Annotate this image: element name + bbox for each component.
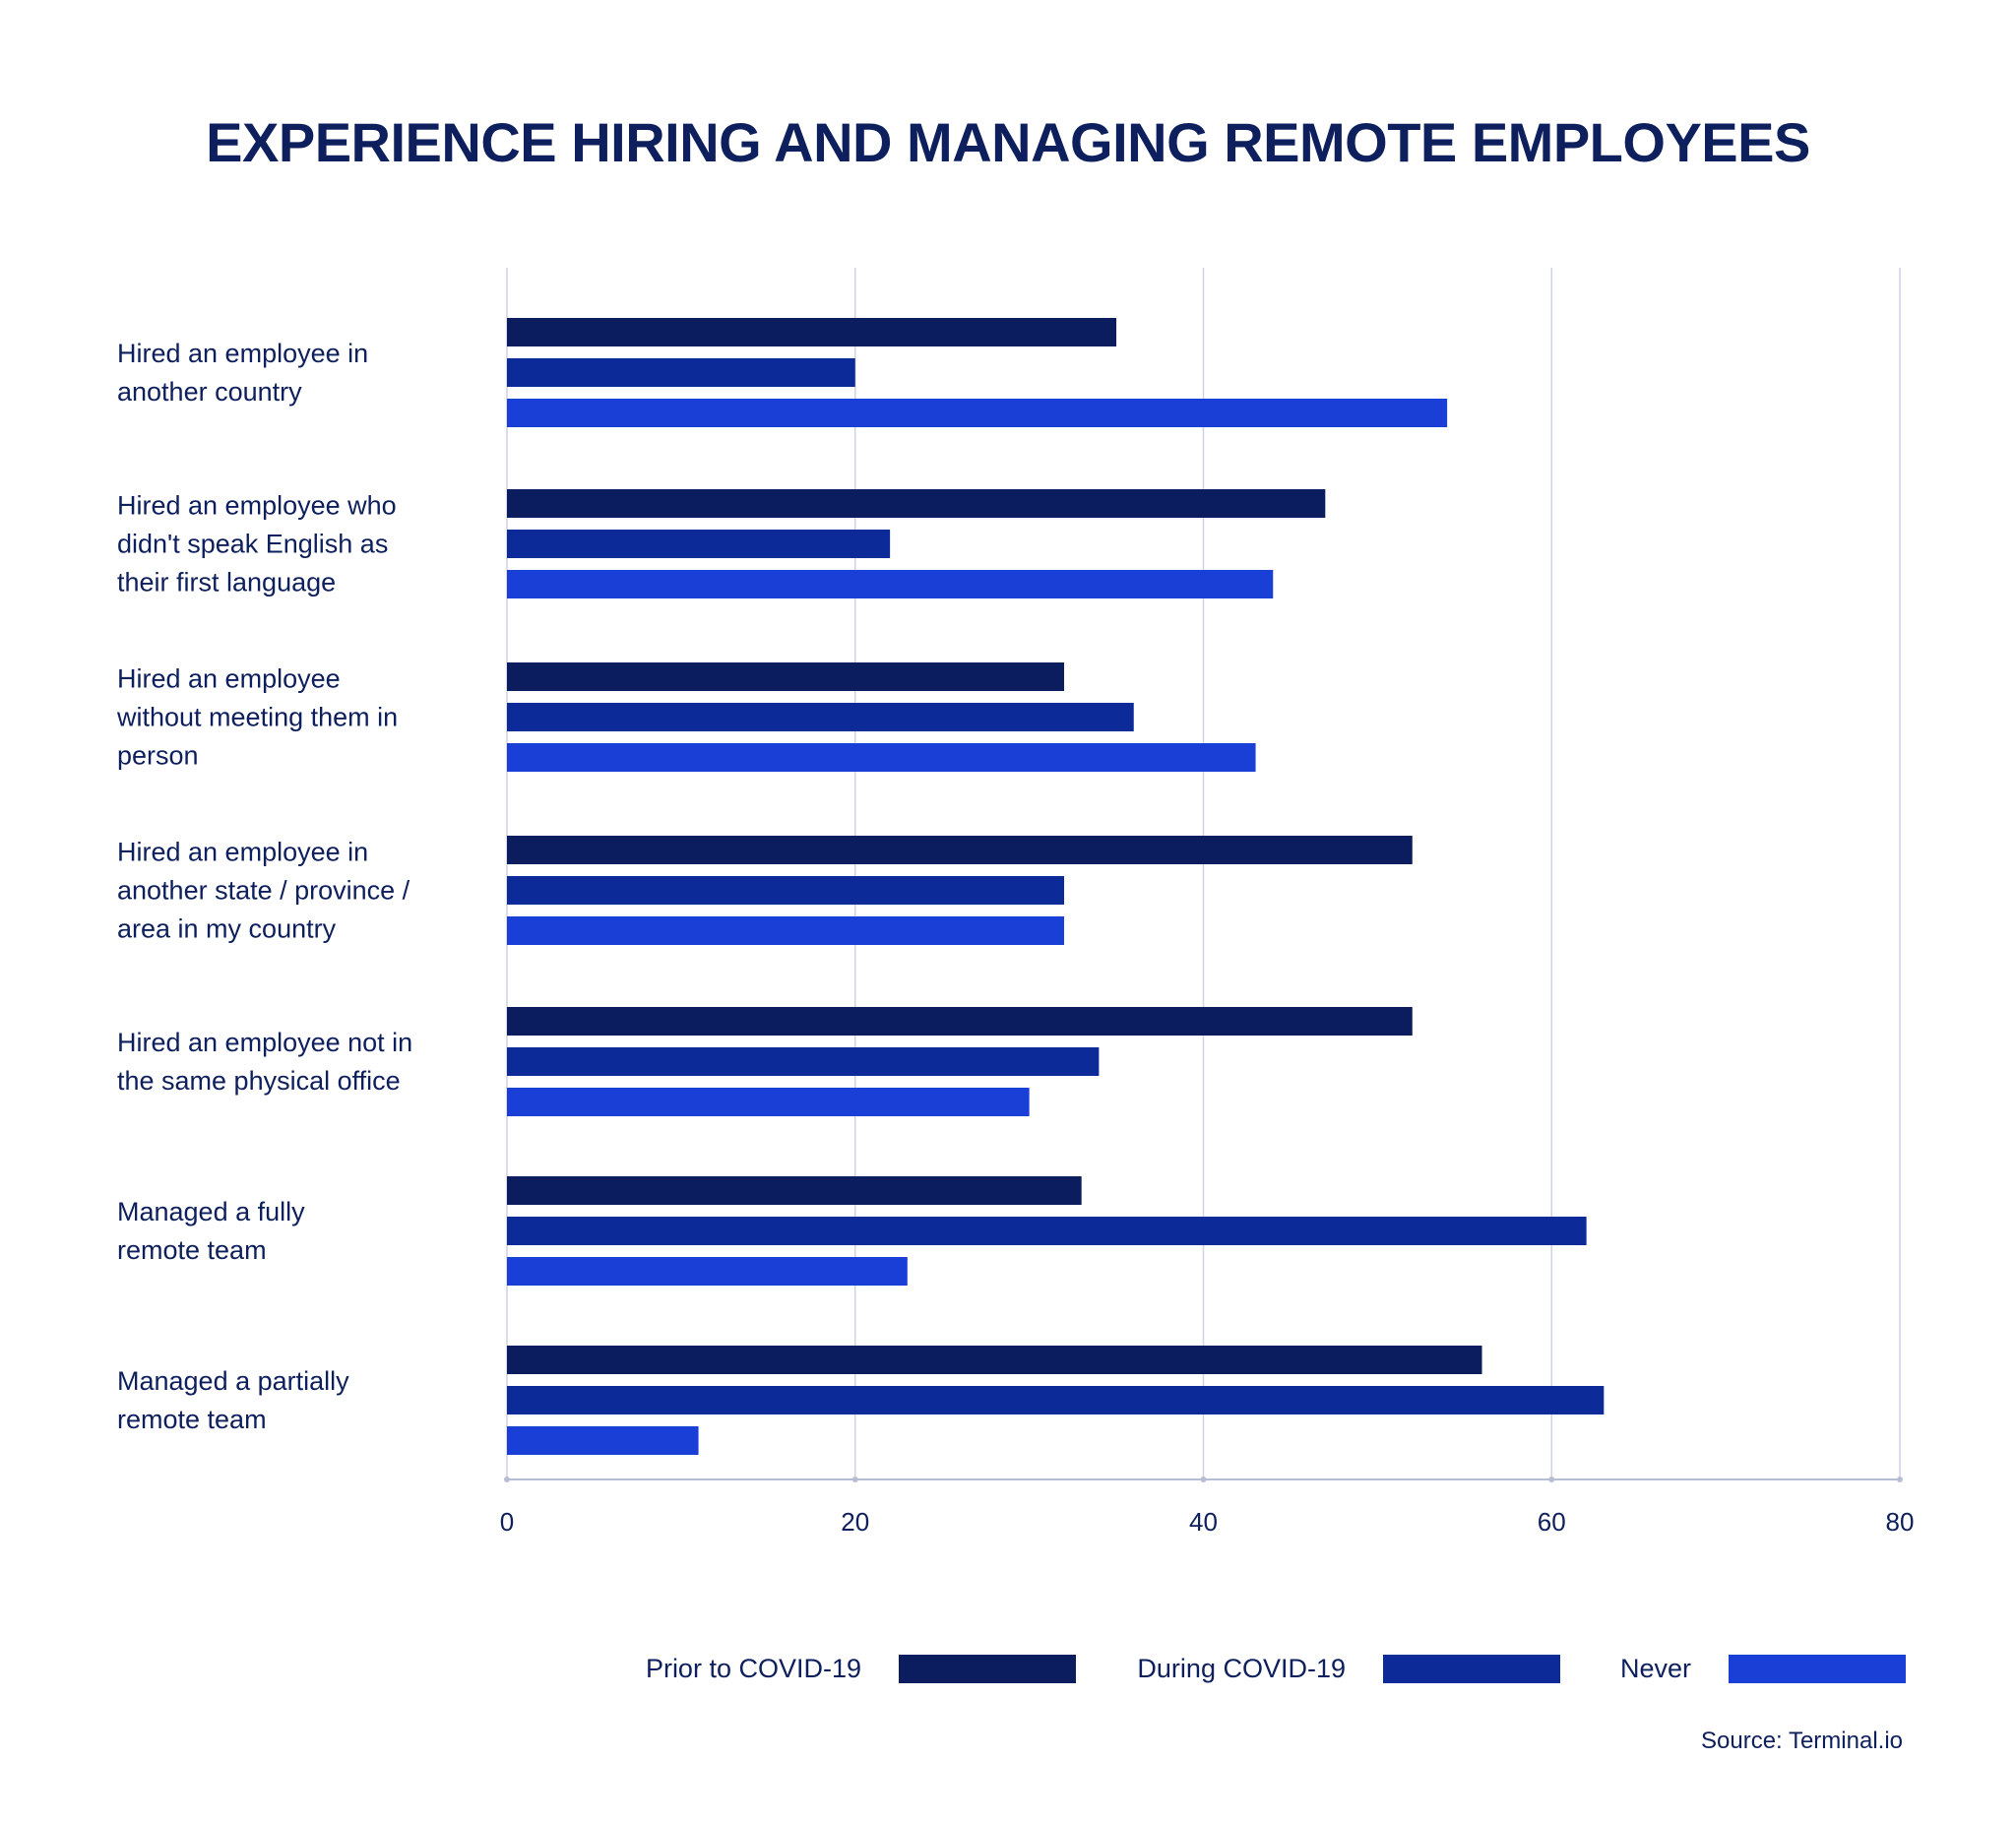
bar: [507, 1176, 1082, 1205]
category-label-line: Hired an employee in: [117, 838, 368, 867]
grid-lines: [504, 268, 1903, 1482]
bar: [507, 570, 1274, 598]
bar: [507, 662, 1064, 691]
category-label-line: remote team: [117, 1235, 267, 1265]
category-label-line: the same physical office: [117, 1066, 401, 1096]
category-label-line: another country: [117, 377, 302, 407]
category-labels: Hired an employee in another countryHired…: [116, 339, 412, 1434]
bar: [507, 743, 1256, 772]
category-label: Hired an employee in another state / prov…: [117, 838, 410, 944]
bar: [507, 703, 1134, 731]
x-tick-label: 40: [1189, 1507, 1218, 1537]
legend-swatch: [1383, 1655, 1560, 1683]
bar: [507, 1426, 699, 1455]
bar: [507, 1007, 1413, 1036]
category-label-line: Hired an employee who: [117, 491, 397, 521]
category-label-line: Hired an employee in: [117, 339, 368, 368]
x-tick-label: 0: [500, 1507, 514, 1537]
bar: [507, 530, 891, 558]
source-note: Source: Terminal.io: [1701, 1728, 1903, 1754]
x-tick-label: 20: [841, 1507, 869, 1537]
category-label-line: Hired an employee not in: [117, 1028, 412, 1057]
category-label-line: didn't speak English as: [117, 530, 388, 559]
category-label-line: person: [117, 741, 199, 771]
category-label: Hired an employee without meeting them in…: [116, 664, 398, 771]
bar: [507, 1217, 1587, 1245]
category-label-line: another state / province /: [117, 876, 410, 906]
legend-swatch: [1729, 1655, 1906, 1683]
x-tick-label: 80: [1886, 1507, 1915, 1537]
category-label-line: their first language: [117, 568, 336, 597]
bar: [507, 836, 1413, 864]
bar: [507, 1088, 1030, 1116]
bar: [507, 1047, 1100, 1076]
bar: [507, 399, 1448, 427]
category-label-line: without meeting them in: [116, 703, 398, 732]
bar: [507, 1346, 1482, 1374]
category-label: Hired an employee in another country: [117, 339, 368, 407]
bars: [507, 318, 1605, 1455]
category-label: Managed a fully remote team: [117, 1197, 305, 1265]
legend: Prior to COVID-19 During COVID-19 Never: [646, 1654, 1906, 1683]
legend-label: During COVID-19: [1137, 1654, 1346, 1683]
category-label: Hired an employee who didn't speak Englis…: [117, 491, 397, 597]
bar: [507, 916, 1064, 945]
bar: [507, 318, 1117, 346]
category-label-line: remote team: [117, 1405, 267, 1434]
bar: [507, 1386, 1605, 1414]
bar: [507, 489, 1326, 518]
bar: [507, 1257, 908, 1286]
category-label-line: Managed a partially: [117, 1366, 349, 1396]
bar: [507, 358, 855, 387]
legend-label: Prior to COVID-19: [646, 1654, 861, 1683]
category-label-line: Managed a fully: [117, 1197, 305, 1226]
category-label: Hired an employee not in the same physica…: [117, 1028, 412, 1096]
legend-label: Never: [1620, 1654, 1691, 1683]
bar: [507, 876, 1064, 905]
category-label-line: Hired an employee: [117, 664, 341, 694]
category-label: Managed a partially remote team: [117, 1366, 349, 1434]
chart-title: EXPERIENCE HIRING AND MANAGING REMOTE EM…: [206, 111, 1810, 173]
legend-swatch: [899, 1655, 1076, 1683]
x-tick-labels: 0 20 40 60 80: [500, 1507, 1915, 1537]
category-label-line: area in my country: [117, 914, 337, 944]
x-tick-label: 60: [1538, 1507, 1566, 1537]
